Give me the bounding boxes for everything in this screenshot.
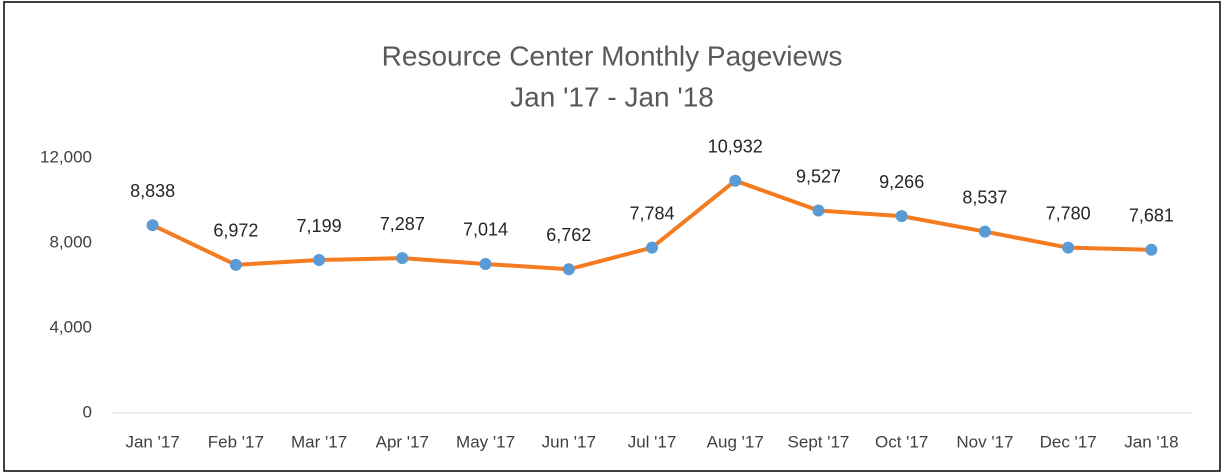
data-point: [729, 174, 742, 187]
x-tick-label: Oct '17: [875, 432, 928, 451]
data-point: [396, 252, 409, 265]
y-tick-label: 8,000: [49, 232, 92, 251]
data-label: 7,199: [297, 216, 342, 236]
data-label: 8,838: [130, 181, 175, 201]
data-point: [229, 258, 242, 271]
data-label: 7,780: [1046, 203, 1091, 223]
data-point: [479, 257, 492, 270]
chart-subtitle: Jan '17 - Jan '18: [510, 81, 714, 112]
x-tick-label: Apr '17: [376, 432, 429, 451]
x-tick-label: Feb '17: [208, 432, 264, 451]
x-tick-label: Aug '17: [707, 432, 764, 451]
x-tick-label: Jun '17: [542, 432, 596, 451]
x-tick-label: Mar '17: [291, 432, 347, 451]
x-tick-label: Dec '17: [1040, 432, 1097, 451]
data-label: 6,762: [546, 225, 591, 245]
y-tick-label: 12,000: [40, 147, 92, 166]
data-label: 8,537: [962, 187, 1007, 207]
data-label: 6,972: [213, 221, 258, 241]
data-label: 7,287: [380, 214, 425, 234]
data-label: 7,014: [463, 220, 508, 240]
data-point: [1145, 243, 1158, 256]
data-label: 7,784: [629, 203, 674, 223]
data-point: [978, 225, 991, 238]
x-tick-label: Jul '17: [628, 432, 677, 451]
data-point: [146, 219, 159, 232]
data-point: [1062, 241, 1075, 254]
chart-title: Resource Center Monthly Pageviews: [382, 40, 843, 71]
data-label: 9,266: [879, 172, 924, 192]
data-point: [562, 263, 575, 276]
chart-frame: [3, 1, 1221, 472]
y-tick-label: 0: [83, 402, 92, 421]
x-tick-label: Jan '18: [1124, 432, 1178, 451]
data-label: 10,932: [708, 136, 763, 156]
data-point: [313, 254, 326, 267]
x-tick-label: May '17: [456, 432, 515, 451]
data-label: 9,527: [796, 166, 841, 186]
x-tick-label: Nov '17: [956, 432, 1013, 451]
data-point: [812, 204, 825, 217]
data-point: [646, 241, 658, 254]
data-label: 7,681: [1129, 206, 1174, 226]
x-tick-label: Sept '17: [788, 432, 850, 451]
data-point: [895, 210, 908, 223]
y-tick-label: 4,000: [49, 317, 92, 336]
x-tick-label: Jan '17: [125, 432, 179, 451]
